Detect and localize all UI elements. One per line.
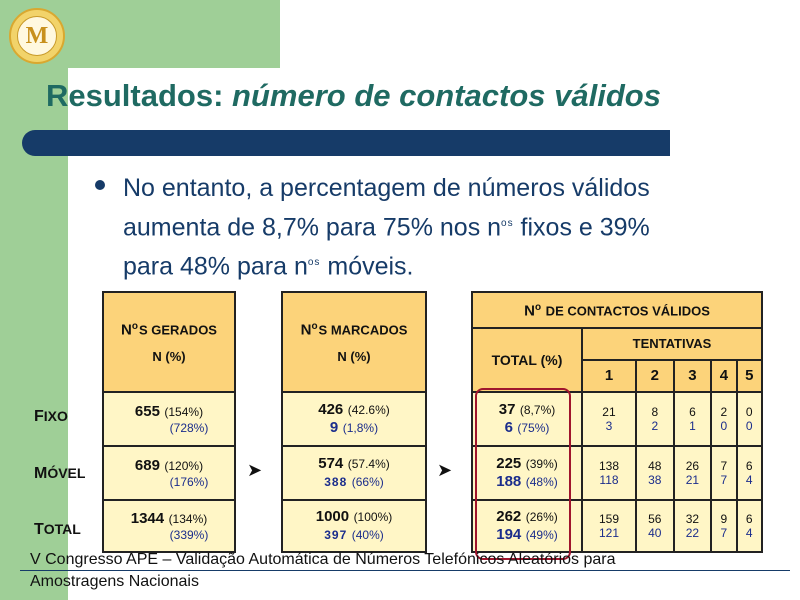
attempt-col-header: 3 (672, 359, 713, 393)
row-label-fixo: FIXO (34, 408, 68, 425)
table-cell: 26 21 (672, 445, 713, 501)
table-cell: 655 (154%) (728%) (102, 391, 236, 447)
table-cell: 48 38 (634, 445, 675, 501)
arrow-icon: ➤ (437, 460, 453, 480)
total-header: TOTAL (%) (471, 327, 583, 393)
table-cell: 56 40 (634, 499, 675, 553)
table-cell: 32 22 (672, 499, 713, 553)
table-cell: 426 (42.6%) 9 (1,8%) (281, 391, 427, 447)
generated-numbers-table: NoS GERADOS N (%) 655 (154%) (728%) 689 … (102, 291, 236, 553)
table-cell: 689 (120%) (176%) (102, 445, 236, 501)
dialed-numbers-table: NoS MARCADOS N (%) 426 (42.6%) 9 (1,8%) … (281, 291, 427, 553)
footer-rule (20, 570, 790, 571)
row-label-total: TOTAL (34, 521, 81, 538)
table-cell: 262 (26%) 194 (49%) (471, 499, 583, 553)
title-italic: número de contactos válidos (232, 78, 661, 113)
generated-header: NoS GERADOS N (%) (102, 291, 236, 393)
valid-contacts-table: No DE CONTACTOS VÁLIDOS TOTAL (%) TENTAT… (471, 291, 764, 553)
bullet-line-3: para 48% para nos móveis. (123, 252, 414, 281)
slide-title: Resultados: número de contactos válidos (46, 78, 661, 114)
table-cell: 37 (8,7%) 6 (75%) (471, 391, 583, 447)
bullet-icon (95, 180, 105, 190)
row-label-movel: MÓVEL (34, 465, 86, 482)
table-cell: 1344 (134%) (339%) (102, 499, 236, 553)
table-cell: 225 (39%) 188 (48%) (471, 445, 583, 501)
attempts-header: TENTATIVAS (581, 327, 763, 361)
left-green-band (0, 0, 68, 600)
bullet-line-2: aumenta de 8,7% para 75% nos nos fixos e… (123, 213, 650, 242)
table-cell: 159 121 (581, 499, 637, 553)
university-seal-icon: M (9, 8, 65, 64)
highlight-box (475, 388, 571, 560)
arrow-icon: ➤ (247, 460, 263, 480)
table-cell: 138 118 (581, 445, 637, 501)
footer-line-2: Amostragens Nacionais (30, 573, 199, 590)
attempt-col-header: 4 (710, 359, 738, 393)
bullet-line-1: No entanto, a percentagem de números vál… (123, 174, 650, 202)
footer-line-1: V Congresso APE – Validação Automática d… (30, 551, 616, 568)
footer-text: V Congresso APE – Validação Automática d… (30, 549, 790, 593)
logo-monogram: M (17, 16, 57, 56)
valid-contacts-header: No DE CONTACTOS VÁLIDOS (471, 291, 763, 329)
title-main: Resultados: (46, 78, 233, 113)
attempt-col-header: 2 (634, 359, 675, 393)
table-cell: 21 3 (581, 391, 637, 447)
title-underline-bar (22, 130, 670, 156)
dialed-header: NoS MARCADOS N (%) (281, 291, 427, 393)
table-cell: 1000 (100%) 397 (40%) (281, 499, 427, 553)
table-cell: 574 (57.4%) 388 (66%) (281, 445, 427, 501)
bullet-text: No entanto, a percentagem de números vál… (123, 170, 793, 285)
attempt-col-header: 5 (735, 359, 764, 393)
attempt-col-header: 1 (581, 359, 637, 393)
